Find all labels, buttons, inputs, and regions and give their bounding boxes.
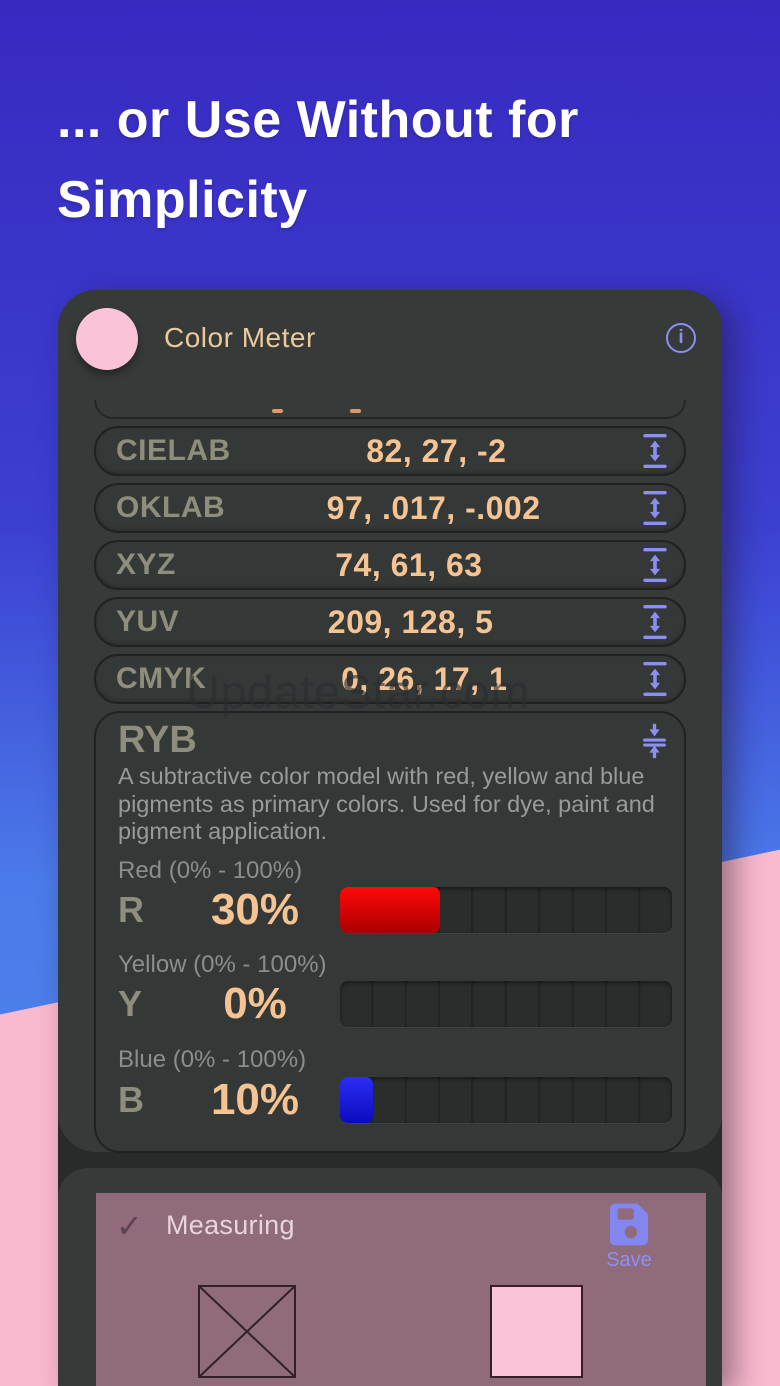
color-meter-card: Color Meter i CIELAB 82, 27, -2 [58, 290, 722, 1153]
row-label: YUV [116, 605, 180, 638]
expand-vertical-icon[interactable] [642, 605, 668, 639]
hero-headline: ... or Use Without for Simplicity [57, 80, 579, 240]
slider-percent: 10% [210, 1075, 300, 1124]
row-value: 97, .017, -.002 [326, 489, 541, 526]
collapse-vertical-icon[interactable] [641, 723, 668, 759]
color-row-yuv[interactable]: YUV 209, 128, 5 [94, 597, 686, 647]
color-row-cmyk[interactable]: CMYK 0, 26, 17, 1 [94, 654, 686, 704]
yellow-slider[interactable] [340, 981, 672, 1027]
slider-range-label: Red (0% - 100%) [118, 857, 303, 884]
clipped-text-mark [350, 409, 361, 413]
measuring-card: ✓ Measuring Save [58, 1168, 722, 1386]
slider-fill [340, 887, 440, 933]
slider-fill [340, 1077, 374, 1123]
slider-percent: 0% [223, 979, 287, 1028]
slider-red: R 30% [110, 885, 672, 935]
hero-line-2: Simplicity [57, 171, 308, 229]
app-title: Color Meter [164, 322, 316, 353]
slider-range-label: Blue (0% - 100%) [118, 1046, 307, 1073]
row-label: OKLAB [116, 491, 226, 524]
checkmark-icon: ✓ [116, 1208, 143, 1244]
save-button-label: Save [606, 1249, 652, 1271]
row-value: 0, 26, 17, 1 [341, 660, 508, 697]
measuring-panel: ✓ Measuring Save [96, 1193, 706, 1386]
slider-blue: B 10% [110, 1075, 672, 1125]
current-color-swatch [76, 308, 138, 370]
row-value: 74, 61, 63 [335, 546, 483, 583]
measuring-status-label: Measuring [166, 1210, 295, 1240]
row-label: CMYK [116, 662, 207, 695]
color-row-ryb-expanded[interactable]: RYB A subtractive color model with red, … [94, 711, 686, 1153]
color-row-xyz[interactable]: XYZ 74, 61, 63 [94, 540, 686, 590]
partially-scrolled-row [94, 400, 686, 419]
empty-swatch-placeholder [198, 1285, 296, 1378]
color-row-cielab[interactable]: CIELAB 82, 27, -2 [94, 426, 686, 476]
expand-vertical-icon[interactable] [642, 491, 668, 525]
info-glyph: i [678, 327, 684, 348]
ryb-description: A subtractive color model with red, yell… [118, 763, 655, 844]
expand-vertical-icon[interactable] [642, 662, 668, 696]
ryb-label: RYB [118, 719, 197, 761]
info-icon[interactable]: i [666, 323, 696, 353]
expand-vertical-icon[interactable] [642, 548, 668, 582]
blue-slider[interactable] [340, 1077, 672, 1123]
expand-vertical-icon[interactable] [642, 434, 668, 468]
color-row-oklab[interactable]: OKLAB 97, .017, -.002 [94, 483, 686, 533]
row-value: 82, 27, -2 [366, 432, 507, 469]
floppy-disk-icon [610, 1203, 648, 1246]
color-space-list[interactable]: CIELAB 82, 27, -2 OKLAB 97, .017, -.002 … [94, 400, 686, 1153]
save-button[interactable]: Save [599, 1203, 659, 1272]
row-label: CIELAB [116, 434, 231, 467]
row-label: XYZ [116, 548, 176, 581]
clipped-text-mark [272, 409, 283, 413]
slider-yellow: Y 0% [110, 979, 672, 1029]
app-card-column: Color Meter i CIELAB 82, 27, -2 [58, 290, 722, 1386]
slider-letter: R [118, 889, 144, 930]
slider-letter: Y [118, 983, 143, 1024]
slider-percent: 30% [210, 885, 300, 934]
slider-range-label: Yellow (0% - 100%) [118, 951, 327, 978]
hero-line-1: ... or Use Without for [57, 91, 579, 149]
measured-color-swatch [490, 1285, 583, 1378]
row-value: 209, 128, 5 [327, 603, 494, 640]
slider-letter: B [118, 1079, 144, 1120]
red-slider[interactable] [340, 887, 672, 933]
